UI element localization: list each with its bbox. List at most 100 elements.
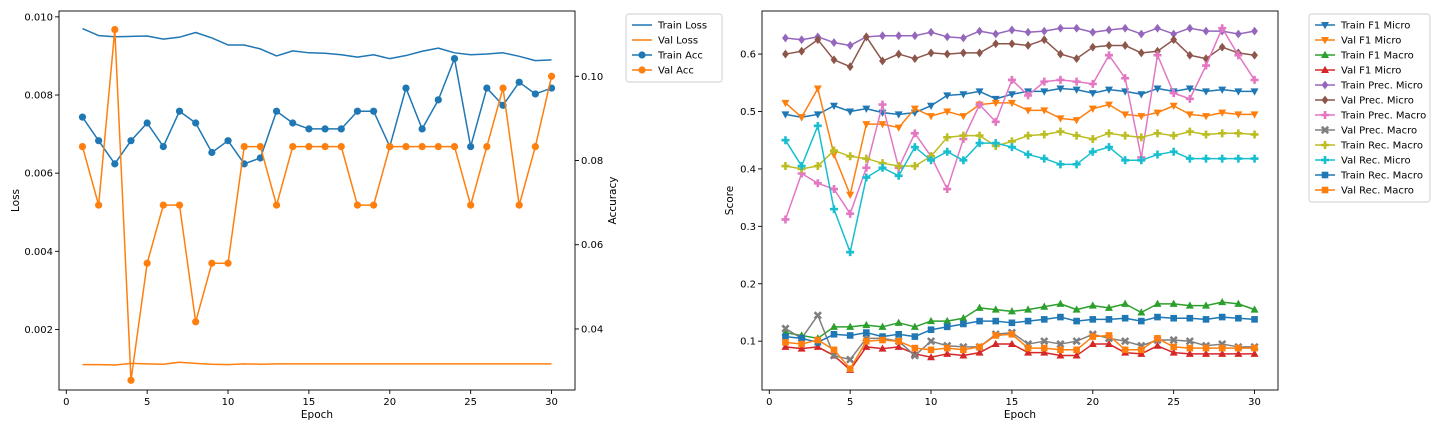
data-point (256, 154, 264, 162)
data-point (1072, 160, 1081, 169)
data-point (895, 330, 902, 338)
data-point (911, 54, 919, 64)
data-point (781, 136, 790, 145)
data-point (1250, 305, 1259, 313)
data-point (846, 191, 855, 199)
series-line-val-loss (82, 361, 552, 366)
data-point (927, 316, 936, 325)
data-point (1169, 147, 1178, 156)
data-point (289, 142, 297, 151)
data-point (1234, 154, 1243, 163)
data-point (1008, 319, 1016, 327)
data-point (370, 107, 378, 115)
legend-item: Train F1 Macro (1315, 51, 1414, 62)
data-point (1202, 301, 1211, 309)
data-point (159, 142, 167, 151)
y-right-tick-label: 0.08 (581, 156, 603, 167)
data-point (1169, 131, 1178, 140)
data-point (910, 129, 919, 138)
data-point (305, 125, 313, 133)
legend-frame (625, 13, 723, 83)
data-point (305, 142, 313, 151)
x-tick-label: 15 (303, 397, 316, 408)
data-point (798, 46, 806, 56)
legend-marker (1321, 65, 1329, 73)
data-point (1251, 316, 1258, 323)
data-point (991, 339, 1000, 348)
data-point (960, 346, 967, 354)
data-point (1186, 23, 1194, 33)
data-point (1169, 89, 1178, 98)
data-point (1088, 79, 1097, 88)
data-point (1235, 314, 1242, 322)
data-point (1185, 154, 1194, 163)
legend-marker (1321, 186, 1329, 194)
x-tick-label: 25 (1167, 397, 1180, 408)
legend-marker (1321, 50, 1329, 58)
y-tick-label: 0.5 (740, 107, 756, 118)
data-point (1234, 51, 1243, 60)
y-tick-label: 0.002 (24, 325, 53, 336)
data-point (959, 156, 968, 165)
data-point (483, 84, 491, 92)
data-point (1073, 23, 1081, 33)
data-point (782, 33, 789, 43)
data-point (975, 348, 984, 356)
data-point (813, 179, 822, 188)
data-point (1040, 344, 1048, 352)
data-point (1024, 317, 1032, 325)
data-point (321, 142, 329, 151)
data-point (1105, 41, 1113, 50)
data-point (911, 333, 919, 340)
data-point (1088, 135, 1097, 144)
data-point (894, 342, 903, 350)
data-point (1105, 316, 1113, 323)
data-point (1040, 154, 1049, 163)
data-point (1170, 29, 1178, 39)
data-point (830, 55, 838, 65)
legend-label: Train Rec. Macro (1340, 171, 1423, 182)
data-point (1137, 91, 1146, 99)
data-point (1250, 75, 1259, 84)
data-point (878, 322, 887, 330)
data-point (943, 323, 951, 331)
data-point (1154, 335, 1161, 342)
data-point (1234, 111, 1243, 119)
data-point (1153, 51, 1162, 60)
legend: Train Loss Val Loss Train Acc Val Acc (625, 13, 723, 83)
data-point (991, 95, 1000, 104)
legend-label: Val Loss (658, 36, 698, 47)
data-point (862, 154, 871, 163)
data-point (814, 35, 822, 45)
data-point (1154, 23, 1161, 33)
data-point (1104, 86, 1113, 94)
data-point (1072, 305, 1081, 313)
y-axis: 0.002 0.004 0.006 0.008 0.010 Loss (10, 12, 59, 336)
data-point (1007, 143, 1016, 152)
data-point (894, 171, 903, 180)
data-point (943, 344, 951, 352)
legend-marker (1321, 37, 1329, 45)
legend-marker (638, 66, 646, 74)
data-point (1104, 339, 1113, 348)
series-line-val-f1-micro (785, 343, 1255, 371)
data-point (1169, 102, 1178, 110)
data-point (943, 108, 952, 116)
data-point (992, 332, 1000, 339)
data-point (1137, 29, 1145, 39)
data-point (813, 311, 822, 320)
data-point (976, 317, 983, 325)
data-point (1024, 41, 1032, 50)
data-point (1121, 314, 1129, 322)
data-point (1202, 26, 1210, 36)
data-point (467, 142, 475, 151)
data-point (1202, 130, 1211, 139)
data-point (531, 142, 539, 151)
series-val-acc (78, 25, 556, 384)
data-point (1202, 154, 1211, 163)
y-tick-label: 0.006 (24, 169, 53, 180)
data-point (1170, 35, 1178, 45)
data-point (547, 72, 556, 80)
data-point (1040, 316, 1048, 323)
data-point (798, 335, 805, 342)
